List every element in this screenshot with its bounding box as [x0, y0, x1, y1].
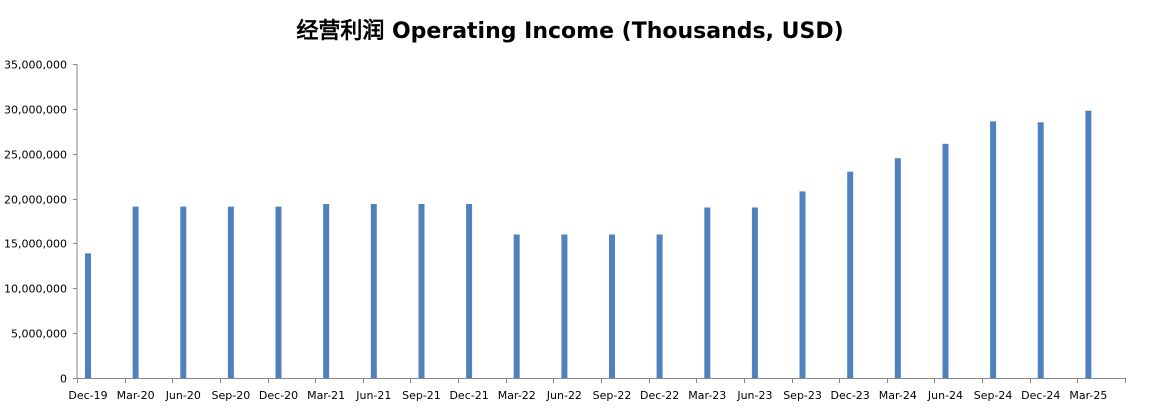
y-tick-label: 15,000,000 [4, 238, 67, 251]
x-tick-label: Sep-20 [212, 389, 251, 402]
x-tick-label: Dec-24 [1021, 389, 1060, 402]
y-tick-label: 5,000,000 [11, 328, 67, 341]
x-axis: Dec-19 Mar-20 Jun-20 Sep-20 Dec-20 Mar-21 Jun-… [68, 378, 1126, 402]
bar-dec-23 [847, 171, 854, 378]
bar-mar-22 [513, 234, 520, 378]
bar-mar-21 [323, 204, 330, 378]
bar-sep-21 [418, 204, 425, 378]
x-tick-label: Sep-21 [402, 389, 441, 402]
bar-dec-22 [656, 234, 663, 378]
x-tick-label: Dec-23 [831, 389, 870, 402]
x-tick-label: Jun-24 [927, 389, 963, 402]
bar-sep-22 [609, 234, 615, 378]
x-tick-label: Dec-20 [259, 389, 298, 402]
bar-dec-21 [466, 204, 473, 378]
bar-mar-20 [132, 206, 139, 378]
x-tick-label: Mar-20 [117, 389, 155, 402]
x-tick-label: Dec-19 [68, 389, 107, 402]
x-tick-label: Jun-23 [736, 389, 772, 402]
bar-mar-23 [704, 207, 711, 378]
bar-dec-24 [1037, 122, 1044, 378]
bar-sep-20 [227, 206, 234, 378]
bar-jun-21 [370, 204, 377, 378]
x-tick-label: Mar-25 [1069, 389, 1107, 402]
x-tick-label: Mar-24 [879, 389, 917, 402]
y-tick-label: 10,000,000 [4, 283, 67, 296]
y-tick-label: 25,000,000 [4, 149, 67, 162]
y-axis: 0 5,000,000 10,000,000 15,000,000 20,000,000… [4, 59, 78, 386]
bar-dec-19 [85, 253, 91, 378]
x-tick-label: Sep-23 [783, 389, 822, 402]
x-tick-label: Sep-22 [593, 389, 632, 402]
x-tick-label: Dec-22 [640, 389, 679, 402]
x-tick-label: Jun-21 [355, 389, 391, 402]
x-tick-label: Mar-22 [498, 389, 536, 402]
bar-sep-23 [799, 191, 806, 378]
x-tick-label: Mar-21 [307, 389, 345, 402]
x-tick-label: Mar-23 [688, 389, 726, 402]
bar-mar-25 [1085, 110, 1092, 378]
x-tick-label: Dec-21 [449, 389, 488, 402]
y-tick-label: 30,000,000 [4, 104, 67, 117]
bar-jun-20 [180, 206, 187, 378]
y-tick-label: 0 [60, 373, 67, 386]
bars [85, 110, 1092, 379]
x-tick-label: Jun-22 [546, 389, 582, 402]
y-tick-label: 35,000,000 [4, 59, 67, 72]
bar-dec-20 [275, 206, 282, 378]
x-tick-label: Jun-20 [165, 389, 201, 402]
chart-title: 经营利润 Operating Income (Thousands, USD) [296, 18, 843, 44]
bar-jun-24 [942, 143, 949, 378]
y-tick-label: 20,000,000 [4, 194, 67, 207]
bar-sep-24 [990, 121, 997, 379]
x-tick-label: Sep-24 [974, 389, 1013, 402]
bar-mar-24 [894, 158, 901, 378]
bar-jun-23 [751, 207, 758, 378]
bar-jun-22 [561, 234, 568, 378]
